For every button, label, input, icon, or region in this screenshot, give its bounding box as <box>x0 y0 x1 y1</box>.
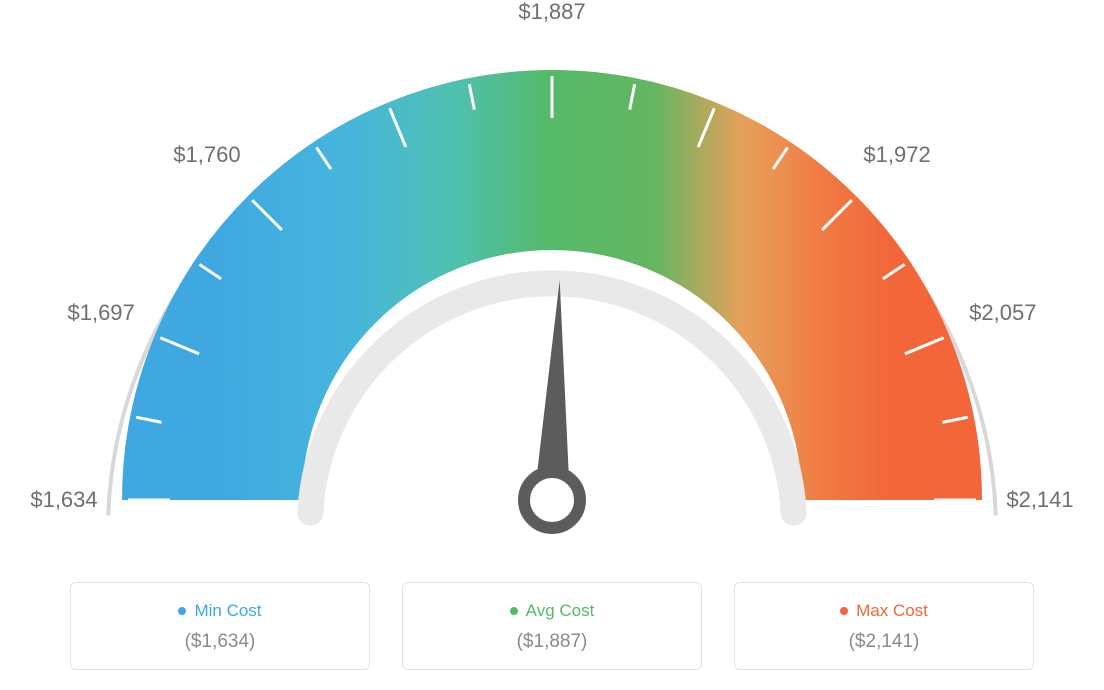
gauge-tick-label: $1,887 <box>518 0 585 25</box>
max-cost-card: Max Cost ($2,141) <box>734 582 1034 670</box>
min-cost-card: Min Cost ($1,634) <box>70 582 370 670</box>
cost-gauge-widget: $1,634 $1,697 $1,760 $1,887 $1,972 $2,057 $2,1… <box>0 0 1104 690</box>
max-cost-value: ($2,141) <box>745 631 1023 653</box>
gauge-tick-label: $1,697 <box>67 300 134 326</box>
gauge-tick-label: $2,141 <box>1006 487 1073 513</box>
gauge-tick-label: $2,057 <box>969 300 1036 326</box>
gauge-tick-label: $1,972 <box>863 142 930 168</box>
cost-cards-row: Min Cost ($1,634) Avg Cost ($1,887) Max … <box>0 582 1104 670</box>
min-cost-value: ($1,634) <box>81 631 359 653</box>
avg-cost-card: Avg Cost ($1,887) <box>402 582 702 670</box>
min-cost-label: Min Cost <box>178 601 261 621</box>
avg-cost-value: ($1,887) <box>413 631 691 653</box>
gauge-svg <box>0 0 1104 560</box>
gauge-tick-label: $1,634 <box>30 487 97 513</box>
avg-cost-label: Avg Cost <box>510 601 595 621</box>
gauge-tick-label: $1,760 <box>173 142 240 168</box>
max-cost-label: Max Cost <box>840 601 928 621</box>
gauge-chart: $1,634 $1,697 $1,760 $1,887 $1,972 $2,057 $2,1… <box>0 0 1104 560</box>
